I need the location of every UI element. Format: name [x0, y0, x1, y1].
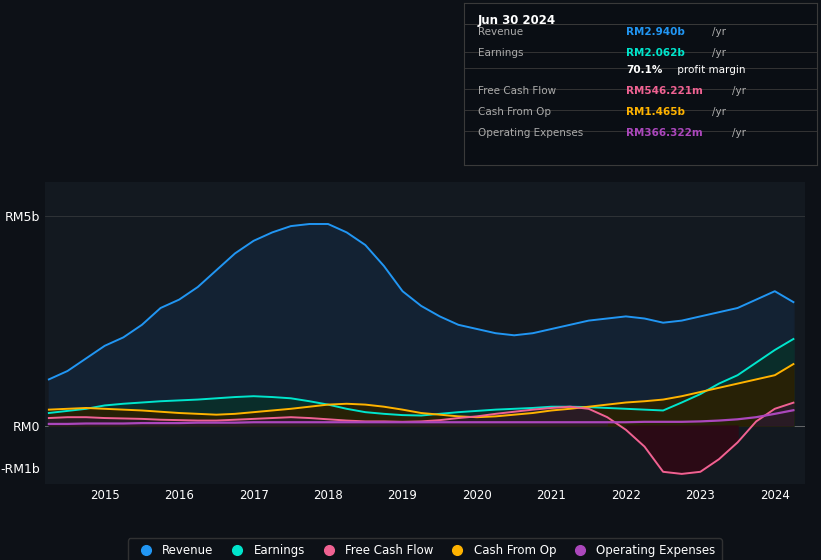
Text: /yr: /yr [713, 107, 727, 116]
Text: Revenue: Revenue [478, 27, 523, 37]
Text: 70.1%: 70.1% [626, 64, 663, 74]
Text: /yr: /yr [732, 128, 746, 138]
Text: Free Cash Flow: Free Cash Flow [478, 86, 556, 96]
Text: RM2.062b: RM2.062b [626, 48, 686, 58]
Text: Jun 30 2024: Jun 30 2024 [478, 14, 556, 27]
Text: /yr: /yr [713, 27, 727, 37]
Text: RM2.940b: RM2.940b [626, 27, 686, 37]
Legend: Revenue, Earnings, Free Cash Flow, Cash From Op, Operating Expenses: Revenue, Earnings, Free Cash Flow, Cash … [128, 538, 722, 560]
Text: Operating Expenses: Operating Expenses [478, 128, 583, 138]
Text: /yr: /yr [732, 86, 746, 96]
Text: Earnings: Earnings [478, 48, 524, 58]
Text: RM546.221m: RM546.221m [626, 86, 703, 96]
Text: /yr: /yr [713, 48, 727, 58]
Text: profit margin: profit margin [674, 64, 745, 74]
Text: RM1.465b: RM1.465b [626, 107, 686, 116]
Text: RM366.322m: RM366.322m [626, 128, 703, 138]
Text: Cash From Op: Cash From Op [478, 107, 551, 116]
